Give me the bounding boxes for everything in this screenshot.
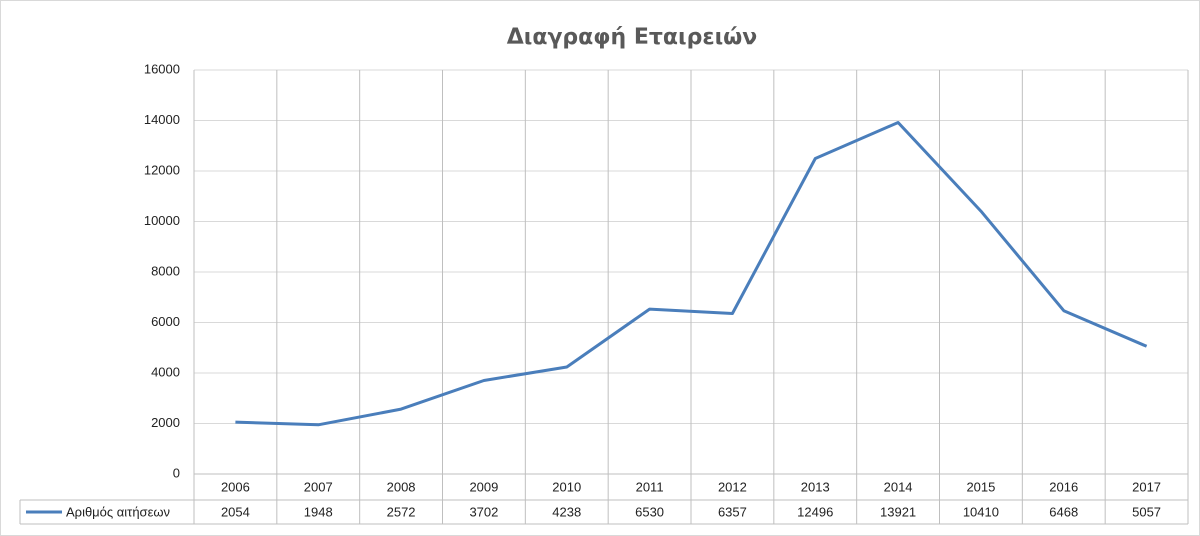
- y-tick-label: 4000: [151, 364, 180, 379]
- table-value: 13921: [880, 504, 916, 519]
- x-tick-label: 2006: [221, 479, 250, 494]
- x-tick-label: 2014: [884, 479, 913, 494]
- y-tick-label: 10000: [144, 213, 180, 228]
- x-tick-label: 2013: [801, 479, 830, 494]
- x-tick-label: 2016: [1049, 479, 1078, 494]
- x-tick-label: 2009: [469, 479, 498, 494]
- table-value: 1948: [304, 504, 333, 519]
- x-tick-label: 2010: [552, 479, 581, 494]
- x-tick-label: 2008: [387, 479, 416, 494]
- chart-title: Διαγραφή Εταιρειών: [507, 25, 758, 50]
- x-tick-label: 2017: [1132, 479, 1161, 494]
- y-tick-label: 14000: [144, 112, 180, 127]
- table-value: 6468: [1049, 504, 1078, 519]
- y-tick-label: 16000: [144, 61, 180, 76]
- y-tick-label: 12000: [144, 162, 180, 177]
- table-value: 6530: [635, 504, 664, 519]
- x-tick-label: 2015: [966, 479, 995, 494]
- x-tick-label: 2007: [304, 479, 333, 494]
- x-tick-label: 2012: [718, 479, 747, 494]
- table-value: 4238: [552, 504, 581, 519]
- y-tick-label: 8000: [151, 263, 180, 278]
- table-value: 10410: [963, 504, 999, 519]
- table-value: 6357: [718, 504, 747, 519]
- table-value: 2054: [221, 504, 250, 519]
- y-tick-label: 2000: [151, 415, 180, 430]
- legend-label: Αριθμός αιτήσεων: [66, 504, 170, 519]
- table-value: 2572: [387, 504, 416, 519]
- x-tick-label: 2011: [636, 479, 664, 494]
- table-value: 3702: [469, 504, 498, 519]
- y-tick-label: 6000: [151, 314, 180, 329]
- table-value: 12496: [797, 504, 833, 519]
- y-tick-label: 0: [173, 465, 180, 480]
- table-value: 5057: [1132, 504, 1161, 519]
- line-series: [235, 121, 1148, 427]
